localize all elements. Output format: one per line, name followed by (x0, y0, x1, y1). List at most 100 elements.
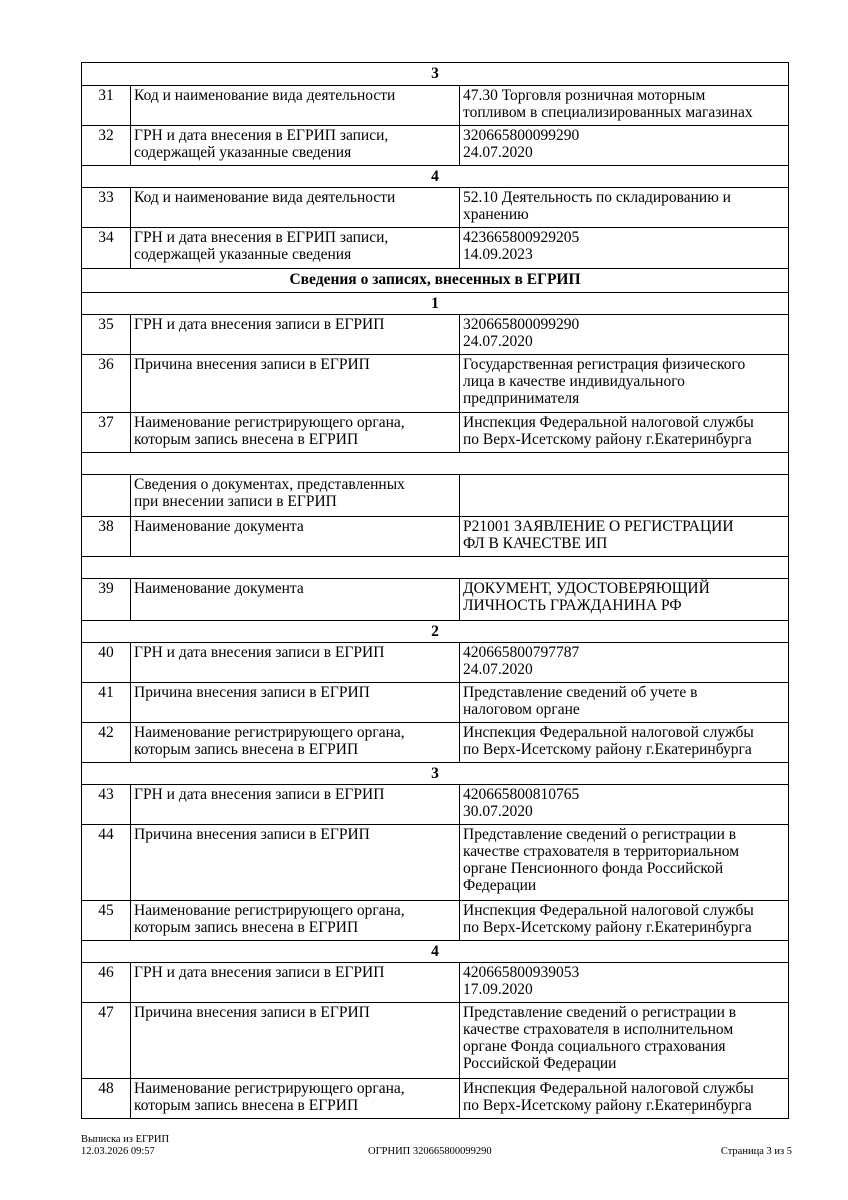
table-row: 33 Код и наименование вида деятельности 52… (81, 187, 790, 228)
row-number: 47 (81, 1002, 131, 1079)
row-number: 36 (81, 354, 131, 413)
row-value: Представление сведений о регистрации в к… (458, 824, 790, 901)
section-header-row: 3 (80, 62, 790, 86)
row-value: Представление сведений о регистрации в к… (458, 1002, 790, 1079)
table-row: 36 Причина внесения записи в ЕГРИП Государ… (81, 354, 790, 413)
row-value: 52.10 Деятельность по складированию и хр… (458, 187, 790, 228)
table-row: 41 Причина внесения записи в ЕГРИП Предста… (81, 682, 790, 723)
row-number: 37 (81, 412, 131, 453)
table-row: 32 ГРН и дата внесения в ЕГРИП записи, со… (81, 125, 790, 166)
row-number: 35 (81, 314, 131, 355)
row-label: Причина внесения записи в ЕГРИП (130, 682, 460, 723)
row-label: ГРН и дата внесения записи в ЕГРИП (130, 962, 460, 1003)
row-value: Представление сведений об учете в налого… (458, 682, 790, 723)
row-value: ДОКУМЕНТ, УДОСТОВЕРЯЮЩИЙ ЛИЧНОСТЬ ГРАЖДА… (458, 578, 790, 621)
row-label: Наименование документа (130, 516, 460, 557)
empty-cell (80, 556, 790, 579)
row-label: ГРН и дата внесения записи в ЕГРИП (130, 784, 460, 825)
table-row: 43 ГРН и дата внесения записи в ЕГРИП 4206… (81, 784, 790, 825)
row-value: 320665800099290 24.07.2020 (458, 125, 790, 166)
section-header-row: 4 (80, 940, 790, 963)
row-label: ГРН и дата внесения записи в ЕГРИП (130, 642, 460, 683)
section-header-row: 2 (80, 620, 790, 643)
empty-row (80, 452, 790, 475)
section-title: 4 (80, 940, 790, 963)
row-value: 420665800797787 24.07.2020 (458, 642, 790, 683)
table-row: 47 Причина внесения записи в ЕГРИП Предста… (81, 1002, 790, 1079)
row-number: 32 (81, 125, 131, 166)
row-number: 43 (81, 784, 131, 825)
footer-page-number: Страница 3 из 5 (720, 1146, 792, 1157)
table-row: 34 ГРН и дата внесения в ЕГРИП записи, со… (81, 227, 790, 269)
row-label: Наименование документа (130, 578, 460, 621)
row-value (458, 474, 790, 517)
egrip-table: 3 31 Код и наименование вида деятельности 4… (80, 62, 790, 1119)
section-title: 4 (80, 165, 790, 188)
row-number: 41 (81, 682, 131, 723)
row-label: Наименование регистрирующего органа, кот… (130, 900, 460, 941)
row-label: Наименование регистрирующего органа, кот… (130, 722, 460, 763)
row-value: Государственная регистрация физического … (458, 354, 790, 413)
section-header-row: 1 (80, 292, 790, 315)
row-number: 48 (81, 1078, 131, 1119)
row-value: 420665800810765 30.07.2020 (458, 784, 790, 825)
row-label: Наименование регистрирующего органа, кот… (130, 1078, 460, 1119)
footer-datetime: 12.03.2026 09:57 (81, 1146, 155, 1157)
row-number: 40 (81, 642, 131, 683)
section-title: 3 (80, 62, 790, 86)
row-label: Причина внесения записи в ЕГРИП (130, 1002, 460, 1079)
row-number: 39 (81, 578, 131, 621)
row-number: 31 (81, 85, 131, 126)
row-value: Инспекция Федеральной налоговой службы п… (458, 722, 790, 763)
row-value: Инспекция Федеральной налоговой службы п… (458, 900, 790, 941)
row-label: Причина внесения записи в ЕГРИП (130, 354, 460, 413)
footer-ogrnip: ОГРНИП 320665800099290 (368, 1146, 492, 1157)
row-value: 47.30 Торговля розничная моторным топлив… (458, 85, 790, 126)
footer-left: Выписка из ЕГРИП 12.03.2026 09:57 (81, 1134, 169, 1158)
row-number: 45 (81, 900, 131, 941)
row-number (81, 474, 131, 517)
row-value: Р21001 ЗАЯВЛЕНИЕ О РЕГИСТРАЦИИ ФЛ В КАЧЕ… (458, 516, 790, 557)
table-row: 42 Наименование регистрирующего органа, к… (81, 722, 790, 763)
row-value: 420665800939053 17.09.2020 (458, 962, 790, 1003)
table-row: 44 Причина внесения записи в ЕГРИП Предста… (81, 824, 790, 901)
row-label: Код и наименование вида деятельности (130, 85, 460, 126)
empty-row (80, 556, 790, 579)
row-label: ГРН и дата внесения в ЕГРИП записи, соде… (130, 227, 460, 269)
table-row: 38 Наименование документа Р21001 ЗАЯВЛЕНИЕ… (81, 516, 790, 557)
table-row: 37 Наименование регистрирующего органа, к… (81, 412, 790, 453)
section-title: 2 (80, 620, 790, 643)
row-label: Сведения о документах, представленных пр… (130, 474, 460, 517)
row-label: Код и наименование вида деятельности (130, 187, 460, 228)
table-row: Сведения о документах, представленных пр… (81, 474, 790, 517)
row-value: Инспекция Федеральной налоговой службы п… (458, 412, 790, 453)
table-row: 31 Код и наименование вида деятельности 47… (81, 85, 790, 126)
table-row: 48 Наименование регистрирующего органа, к… (81, 1078, 790, 1119)
row-number: 33 (81, 187, 131, 228)
row-value: 423665800929205 14.09.2023 (458, 227, 790, 269)
section-title: Сведения о записях, внесенных в ЕГРИП (80, 268, 790, 293)
row-number: 34 (81, 227, 131, 269)
table-row: 35 ГРН и дата внесения записи в ЕГРИП 3206… (81, 314, 790, 355)
section-header-row: Сведения о записях, внесенных в ЕГРИП (80, 268, 790, 293)
section-header-row: 4 (80, 165, 790, 188)
table-row: 39 Наименование документа ДОКУМЕНТ, УДОСТО… (81, 578, 790, 621)
table-row: 40 ГРН и дата внесения записи в ЕГРИП 4206… (81, 642, 790, 683)
row-value: 320665800099290 24.07.2020 (458, 314, 790, 355)
row-label: Наименование регистрирующего органа, кот… (130, 412, 460, 453)
table-row: 45 Наименование регистрирующего органа, к… (81, 900, 790, 941)
section-header-row: 3 (80, 762, 790, 785)
row-number: 38 (81, 516, 131, 557)
row-number: 44 (81, 824, 131, 901)
row-number: 42 (81, 722, 131, 763)
section-title: 3 (80, 762, 790, 785)
row-number: 46 (81, 962, 131, 1003)
row-value: Инспекция Федеральной налоговой службы п… (458, 1078, 790, 1119)
row-label: Причина внесения записи в ЕГРИП (130, 824, 460, 901)
row-label: ГРН и дата внесения в ЕГРИП записи, соде… (130, 125, 460, 166)
row-label: ГРН и дата внесения записи в ЕГРИП (130, 314, 460, 355)
section-title: 1 (80, 292, 790, 315)
footer-doc-title: Выписка из ЕГРИП (81, 1134, 170, 1145)
table-row: 46 ГРН и дата внесения записи в ЕГРИП 4206… (81, 962, 790, 1003)
empty-cell (80, 452, 790, 475)
